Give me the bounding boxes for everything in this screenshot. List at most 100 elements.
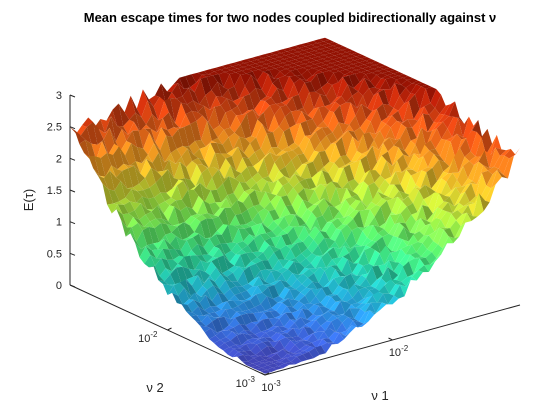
surface-patch [430,128,442,149]
surface-patch [137,147,148,164]
surface-patch [377,143,388,163]
surface-patch [283,174,295,183]
surface-patch [325,222,337,239]
surface-patch [345,161,356,166]
surface-patch [380,200,392,223]
surface-patch [422,235,434,250]
surface-patch [287,226,299,245]
surface-patch [320,135,332,151]
surface-patch [325,181,337,203]
surface-patch [331,137,342,144]
surface-patch [367,225,378,241]
surface-patch [156,218,167,225]
surface-patch [250,324,262,335]
surface-patch [313,66,325,71]
surface-patch [208,312,220,318]
surface-patch [306,41,318,45]
surface-patch [289,258,300,264]
z-ticks: 00.511.522.53 [47,90,76,292]
surface-patch [239,323,251,332]
surface-patch [172,129,183,149]
surface-patch [420,218,432,226]
surface-patch [266,83,278,98]
surface-patch [311,56,323,61]
surface-patch [246,71,258,81]
surface-patch [213,339,225,348]
surface-patch [452,202,464,213]
surface-patch [310,60,322,65]
surface-patch [356,95,368,109]
surface-patch [341,259,353,277]
surface-patch [143,221,155,229]
surface-patch [188,268,200,277]
surface-patch [203,275,215,283]
surface-patch [328,163,339,182]
surface-patch [154,223,166,243]
surface-patch [226,66,238,71]
surface-patch [272,296,284,303]
surface-patch [278,259,290,268]
surface-patch [127,122,139,135]
surface-patch [422,113,434,133]
surface-patch [321,286,333,296]
surface-patch [426,207,438,224]
surface-patch [251,172,263,183]
surface-patch [143,132,154,155]
surface-patch [294,44,306,49]
surface-patch [430,89,442,108]
surface-patch [303,303,315,310]
surface-patch [162,248,174,260]
surface-patch [297,107,308,116]
surface-patch [267,346,279,354]
surface-patch [227,327,239,335]
surface-patch [153,238,164,250]
surface-patch [182,299,194,305]
surface-patch [165,198,176,206]
surface-patch [218,342,230,351]
surface-patch [283,260,294,270]
surface-patch [310,217,322,232]
surface-patch [421,167,433,173]
surface-patch [466,181,478,185]
surface-patch [132,130,144,149]
surface-patch [292,65,303,70]
surface-patch [473,150,485,166]
surface-patch [239,300,250,303]
surface-patch [171,226,183,240]
surface-patch [150,127,162,143]
surface-patch [407,234,418,246]
surface-patch [410,252,422,259]
surface-patch [323,278,334,288]
surface-patch [280,68,291,76]
surface-patch [444,101,455,117]
surface-patch [397,227,409,242]
surface-patch [117,204,129,215]
surface-patch [290,214,302,218]
surface-patch [256,58,268,62]
surface-patch [448,236,460,244]
surface-patch [402,196,413,207]
surface-patch [250,182,262,193]
surface-patch [301,340,312,345]
surface-patch [435,178,447,196]
surface-patch [260,296,272,311]
surface-patch [282,182,294,196]
surface-patch [127,217,138,228]
surface-patch [360,302,372,313]
surface-patch [199,269,210,283]
surface-patch [346,297,358,305]
surface-patch [230,200,242,215]
surface-patch [288,298,299,308]
surface-patch [245,75,256,94]
surface-patch [255,62,267,66]
surface-patch [204,306,215,314]
surface-patch [197,200,208,215]
surface-patch [334,331,346,336]
surface-patch [320,181,332,188]
surface-patch [260,133,272,156]
surface-patch [353,250,365,264]
surface-patch [428,192,439,214]
surface-patch [196,74,207,83]
surface-patch [317,41,329,46]
surface-patch [267,73,279,84]
